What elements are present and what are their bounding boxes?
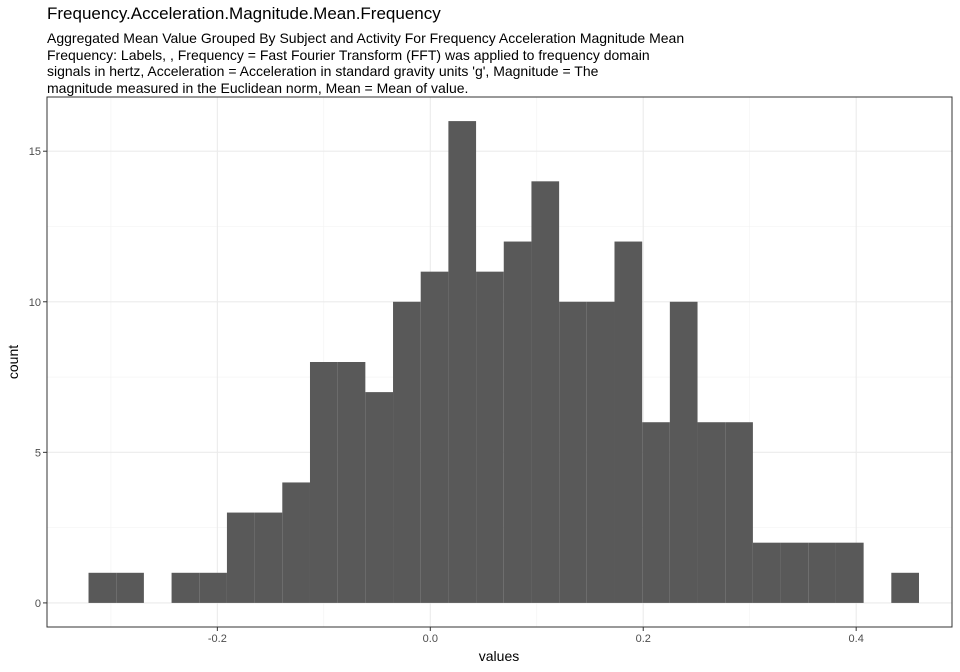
subtitle-line: Aggregated Mean Value Grouped By Subject… — [47, 30, 685, 46]
histogram-bar — [448, 121, 477, 603]
histogram-bar — [752, 542, 781, 603]
histogram-bar — [476, 271, 504, 603]
y-tick-label: 0 — [35, 598, 41, 610]
histogram-bar — [559, 301, 587, 603]
x-tick-label: 0.4 — [849, 633, 864, 645]
histogram-bar — [808, 542, 836, 603]
histogram-bar — [282, 482, 310, 603]
histogram-bar — [891, 572, 919, 603]
subtitle-line: Frequency: Labels, , Frequency = Fast Fo… — [47, 46, 650, 63]
histogram-bar — [365, 392, 394, 603]
y-tick-label: 15 — [29, 146, 41, 158]
x-tick-label: 0.2 — [636, 633, 651, 645]
histogram-bars — [88, 121, 919, 603]
subtitle-line: signals in hertz, Acceleration = Acceler… — [47, 63, 599, 79]
histogram-bar — [835, 542, 864, 603]
histogram-bar — [503, 241, 532, 603]
histogram-bar — [725, 422, 753, 603]
plot-border — [46, 96, 953, 628]
histogram-bar — [420, 271, 449, 603]
x-tick-label: -0.2 — [208, 633, 227, 645]
histogram-bar — [171, 572, 200, 603]
y-tick-label: 5 — [35, 447, 41, 459]
chart-title: Frequency.Acceleration.Magnitude.Mean.Fr… — [47, 4, 441, 23]
histogram-bar — [309, 362, 338, 603]
histogram-bar — [337, 362, 366, 603]
histogram-bar — [393, 301, 421, 603]
histogram-bar — [116, 572, 144, 603]
x-tick-label: 0.0 — [423, 633, 438, 645]
subtitle-line: magnitude measured in the Euclidean norm… — [47, 79, 469, 96]
histogram-bar — [88, 572, 117, 603]
y-tick-label: 10 — [29, 297, 41, 309]
histogram-bar — [531, 181, 560, 603]
histogram-bar — [614, 241, 643, 603]
histogram-bar — [226, 512, 255, 603]
histogram-bar — [254, 512, 283, 603]
histogram-bar — [697, 422, 726, 603]
x-axis-title: values — [479, 648, 519, 664]
y-axis: 0 5 10 15 — [29, 146, 47, 610]
histogram-bar — [586, 301, 615, 603]
histogram-bar — [199, 572, 227, 603]
chart-subtitle: Aggregated Mean Value Grouped By Subject… — [47, 30, 747, 96]
histogram-bar — [780, 542, 809, 603]
histogram-bar — [669, 301, 698, 603]
x-axis: -0.2 0.0 0.2 0.4 — [208, 627, 864, 645]
histogram-bar — [642, 422, 670, 603]
y-axis-title: count — [5, 345, 21, 379]
